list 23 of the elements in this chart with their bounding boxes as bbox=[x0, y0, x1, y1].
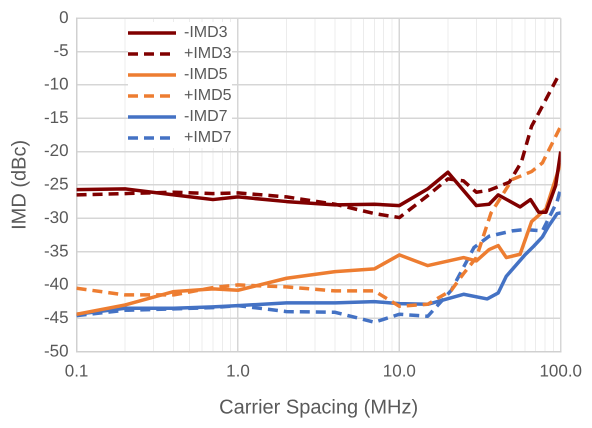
y-tick-label: -40 bbox=[44, 274, 69, 294]
y-tick-label: -50 bbox=[44, 341, 69, 360]
y-tick-label: -20 bbox=[44, 141, 69, 160]
x-axis-title: Carrier Spacing (MHz) bbox=[219, 396, 418, 419]
legend-label: +IMD3 bbox=[184, 44, 232, 62]
y-tick-label: -15 bbox=[44, 108, 69, 127]
y-tick-label: -35 bbox=[44, 241, 69, 260]
y-tick-label: -30 bbox=[44, 208, 69, 227]
legend-label: -IMD7 bbox=[184, 108, 228, 126]
legend-label: +IMD7 bbox=[184, 128, 232, 146]
y-tick-label: -10 bbox=[44, 74, 69, 94]
legend-label: -IMD3 bbox=[184, 24, 228, 42]
y-tick-label: -45 bbox=[44, 308, 69, 327]
y-tick-label: 0 bbox=[59, 8, 69, 27]
y-tick-label: -5 bbox=[53, 41, 69, 60]
x-tick-label: 10.0 bbox=[382, 361, 416, 380]
x-tick-label: 1.0 bbox=[226, 361, 250, 380]
y-tick-label: -25 bbox=[44, 174, 69, 194]
x-tick-label: 0.1 bbox=[64, 361, 88, 380]
y-axis-title: IMD (dBc) bbox=[8, 140, 31, 230]
legend-label: +IMD5 bbox=[184, 86, 232, 104]
x-tick-label: 100.0 bbox=[539, 361, 582, 380]
legend-label: -IMD5 bbox=[184, 66, 228, 84]
